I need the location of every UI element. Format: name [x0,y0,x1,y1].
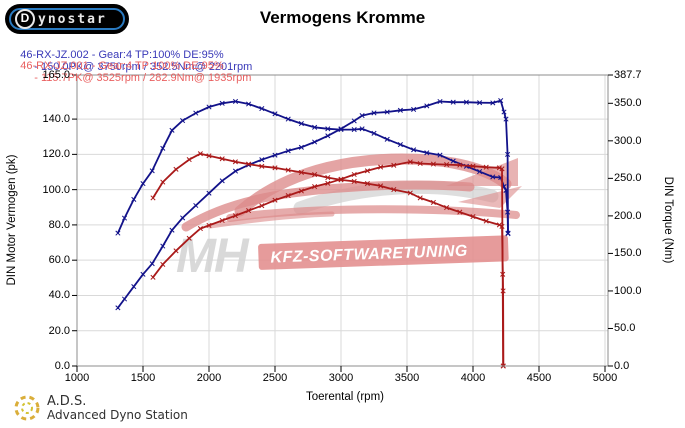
y-right-tick-label: 250.0 [614,172,642,185]
watermark-mh-text: MH [176,230,250,283]
y-left-tick-label: 165.0 [42,69,70,81]
x-axis-title: Toerental (rpm) [306,391,384,403]
x-tick-label: 4000 [460,372,486,384]
y-left-tick-label: 20.0 [48,324,70,337]
dynostar-logo-ring: D ynostar [9,8,125,30]
y-right-tick-label: 150.0 [614,247,642,260]
y-right-tick-label: 350.0 [614,97,642,110]
legend-run-002-result: - 150.0PK@ 3750rpm / 352.5Nm@ 2201rpm [34,61,253,73]
y-left-tick-label: 0.0 [54,360,70,372]
ads-abbreviation: A.D.S. [47,394,87,409]
legend-run-002: 46-RX-JZ.002 - Gear:4 TP:100% DE:95% - 1… [8,37,252,85]
curve-torque-001 [150,151,506,369]
x-tick-label: 3500 [394,372,420,384]
x-tick-label: 4500 [526,372,552,384]
watermark-banner-text: KFZ-SOFTWARETUNING [270,243,468,267]
ads-swirl-icon [14,395,40,421]
dynostar-logo: D ynostar [5,4,129,34]
y-right-tick-label: 300.0 [614,134,642,147]
chart-title: Vermogens Kromme [259,8,426,27]
y-right-tick-label: 387.7 [614,69,642,81]
curve-torque-002 [115,98,511,236]
ads-full-name: Advanced Dyno Station [47,408,188,422]
y-left-tick-label: 40.0 [48,289,70,302]
dynostar-logo-text: ynostar [38,11,107,27]
grid-lines [77,75,608,366]
legend-run-001-result: - 115.7PK@ 3525rpm / 282.9Nm@ 1935rpm [34,72,252,84]
y-left-tick-label: 60.0 [48,254,70,267]
legend-run-001: 46-RX-JZ.001 - Gear:4 TP:100% DE:95% - 1… [8,48,251,96]
x-tick-label: 2000 [196,372,222,384]
y-left-tick-label: 140.0 [42,113,70,126]
y-right-tick-label: 200.0 [614,209,642,222]
dyno-curves [115,98,511,369]
x-tick-label: 1500 [130,372,156,384]
y-left-tick-label: 100.0 [42,183,70,196]
legend-run-002-label: 46-RX-JZ.002 - Gear:4 TP:100% DE:95% [20,49,224,61]
y-right-tick-label: 50.0 [614,322,636,335]
plot-frame [72,74,613,372]
y-left-tick-label: 80.0 [48,218,70,231]
y-right-tick-label: 100.0 [614,284,642,297]
y-right-tick-label: 0.0 [614,360,630,372]
x-tick-label: 1000 [64,372,90,384]
legend-run-001-label: 46-RX-JZ.001 - Gear:4 TP:100% DE:95% [20,60,224,72]
watermark-banner: KFZ-SOFTWARETUNING [258,235,509,270]
dynostar-d-icon: D [15,9,35,29]
y-left-tick-label: 120.0 [42,148,70,161]
x-tick-label: 2500 [262,372,288,384]
x-tick-label: 5000 [592,372,618,384]
x-tick-label: 3000 [328,372,354,384]
